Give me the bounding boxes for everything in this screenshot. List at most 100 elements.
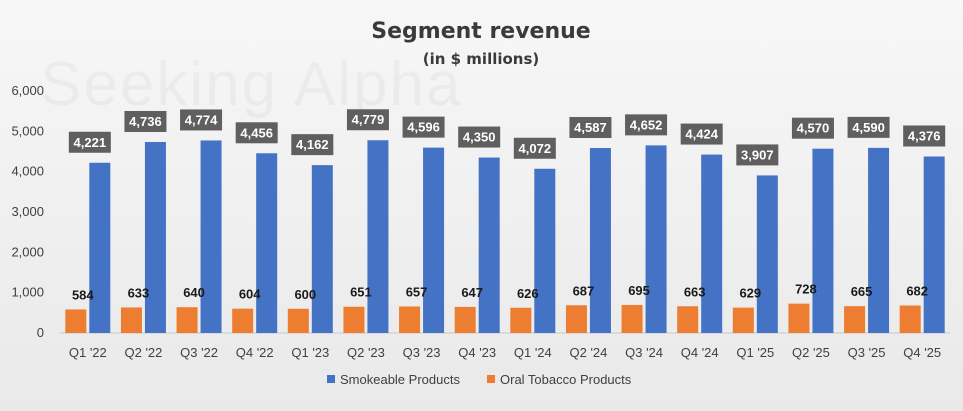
data-label-smokeable: 4,587 [574, 120, 607, 135]
data-label-oral-tobacco: 687 [573, 283, 595, 298]
bar-oral-tobacco [565, 305, 587, 333]
legend-label-oral-tobacco: Oral Tobacco Products [500, 372, 632, 387]
bar-oral-tobacco [677, 306, 699, 333]
data-label-box-smokeable [625, 114, 668, 136]
bar-smokeable [589, 147, 611, 333]
data-label-smokeable: 4,376 [908, 129, 941, 144]
data-label-smokeable: 4,590 [852, 120, 885, 135]
data-label-oral-tobacco: 682 [906, 283, 928, 298]
bar-oral-tobacco [120, 307, 142, 333]
data-label-smokeable: 4,072 [519, 141, 552, 156]
x-tick-label: Q3 '22 [180, 345, 218, 360]
x-axis: Q1 '22 Q2 '22 Q3 '22 Q4 '22 Q1 '23 Q2 '23 Q3 '… [69, 345, 941, 360]
data-label-smokeable: 4,424 [685, 127, 718, 142]
data-label-oral-tobacco: 633 [128, 285, 150, 300]
data-label-smokeable: 4,162 [296, 137, 329, 152]
bar-oral-tobacco [343, 306, 365, 333]
legend-label-smokeable: Smokeable Products [340, 372, 460, 387]
bar-smokeable [200, 140, 222, 333]
data-label-box-smokeable [346, 109, 389, 131]
bar-smokeable [89, 162, 111, 333]
y-tick-label: 1,000 [11, 285, 44, 300]
data-label-oral-tobacco: 663 [684, 284, 706, 299]
bar-oral-tobacco [399, 306, 421, 333]
data-label-oral-tobacco: 657 [406, 285, 428, 300]
bar-oral-tobacco [454, 306, 476, 333]
y-tick-label: 5,000 [11, 123, 44, 138]
data-label-smokeable: 4,779 [352, 112, 385, 127]
data-label-oral-tobacco: 647 [461, 285, 483, 300]
bar-oral-tobacco [621, 304, 643, 333]
bar-oral-tobacco [788, 303, 810, 333]
x-tick-label: Q1 '24 [514, 345, 552, 360]
data-label-smokeable: 4,774 [185, 112, 218, 127]
data-label-oral-tobacco: 651 [350, 285, 372, 300]
data-label-oral-tobacco: 604 [239, 287, 261, 302]
data-label-box-smokeable [291, 134, 334, 156]
data-label-box-smokeable [458, 126, 501, 148]
data-label-smokeable: 4,736 [129, 114, 162, 129]
y-tick-label: 2,000 [11, 244, 44, 259]
data-label-oral-tobacco: 584 [72, 287, 94, 302]
bar-smokeable [756, 175, 778, 333]
legend-swatch-smokeable [327, 375, 335, 383]
data-label-box-smokeable [402, 116, 445, 138]
x-tick-label: Q3 '25 [848, 345, 886, 360]
data-labels-group: 4,221 584 4,736 633 4,774 640 4,456 604 4,162 600… [68, 109, 946, 302]
data-label-oral-tobacco: 600 [294, 287, 316, 302]
bar-smokeable [367, 140, 389, 333]
bar-smokeable [701, 154, 723, 333]
x-tick-label: Q4 '22 [236, 345, 274, 360]
data-label-smokeable: 4,596 [407, 120, 440, 135]
bar-smokeable [478, 157, 500, 333]
bar-oral-tobacco [732, 307, 754, 333]
x-tick-label: Q3 '24 [625, 345, 663, 360]
data-label-smokeable: 4,221 [74, 135, 107, 150]
data-label-box-smokeable [235, 122, 278, 144]
x-tick-label: Q1 '25 [736, 345, 774, 360]
bar-oral-tobacco [287, 308, 309, 333]
data-label-oral-tobacco: 640 [183, 285, 205, 300]
x-tick-label: Q4 '24 [681, 345, 719, 360]
x-tick-label: Q2 '25 [792, 345, 830, 360]
data-label-box-smokeable [791, 117, 834, 139]
data-label-oral-tobacco: 695 [628, 283, 650, 298]
legend: Smokeable Products Oral Tobacco Products [327, 372, 632, 387]
x-tick-label: Q1 '22 [69, 345, 107, 360]
data-label-box-smokeable [680, 123, 723, 145]
bar-smokeable [923, 156, 945, 333]
legend-swatch-oral-tobacco [487, 375, 495, 383]
bar-oral-tobacco [899, 305, 921, 333]
y-tick-label: 4,000 [11, 164, 44, 179]
x-tick-label: Q3 '23 [403, 345, 441, 360]
data-label-box-smokeable [736, 144, 779, 166]
data-label-smokeable: 4,652 [630, 117, 663, 132]
data-label-oral-tobacco: 728 [795, 282, 817, 297]
bar-oral-tobacco [232, 308, 254, 333]
data-label-box-smokeable [569, 116, 612, 138]
chart-subtitle: (in $ millions) [423, 50, 540, 68]
x-tick-label: Q2 '24 [569, 345, 607, 360]
chart-title: Segment revenue [371, 19, 590, 44]
data-label-box-smokeable [903, 125, 946, 147]
x-tick-label: Q4 '23 [458, 345, 496, 360]
y-axis: 0 1,000 2,000 3,000 4,000 5,000 6,000 [11, 83, 44, 340]
y-tick-label: 3,000 [11, 204, 44, 219]
bar-smokeable [311, 165, 333, 333]
y-tick-label: 0 [37, 325, 44, 340]
data-label-box-smokeable [513, 137, 556, 159]
bar-oral-tobacco [844, 306, 866, 333]
data-label-box-smokeable [68, 131, 111, 153]
data-label-smokeable: 4,350 [463, 130, 496, 145]
bar-oral-tobacco [65, 309, 87, 333]
data-label-smokeable: 3,907 [741, 147, 774, 162]
x-tick-label: Q4 '25 [903, 345, 941, 360]
x-tick-label: Q1 '23 [291, 345, 329, 360]
x-tick-label: Q2 '23 [347, 345, 385, 360]
data-label-box-smokeable [180, 109, 223, 131]
bar-smokeable [812, 148, 834, 333]
data-label-oral-tobacco: 665 [851, 284, 873, 299]
bar-oral-tobacco [176, 307, 198, 333]
bar-oral-tobacco [510, 307, 532, 333]
